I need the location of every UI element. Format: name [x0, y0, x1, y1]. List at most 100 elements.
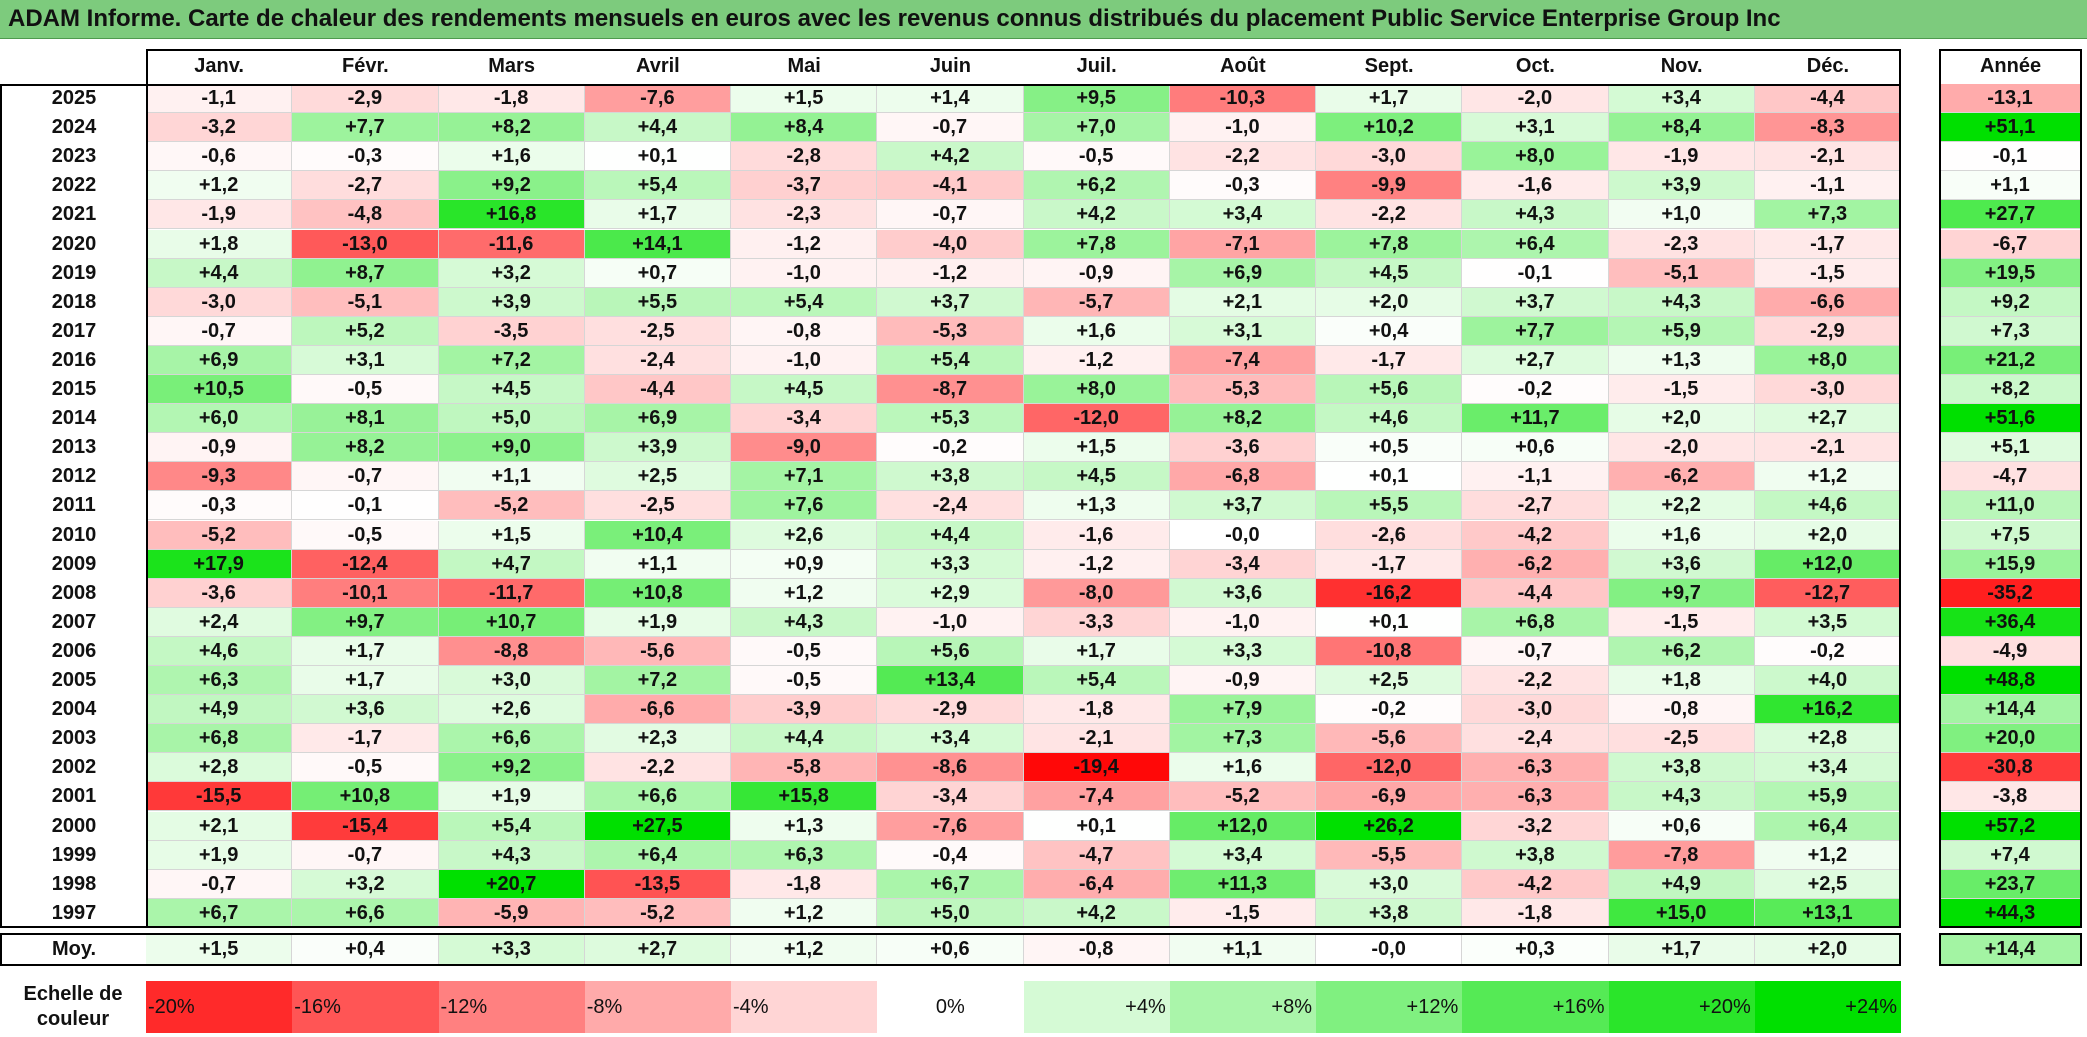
annual-cell: +8,2 — [1939, 375, 2082, 405]
heatmap-cell: +1,2 — [146, 171, 293, 201]
heatmap-cell: +3,6 — [292, 695, 439, 725]
heatmap-cell: +4,3 — [1608, 287, 1755, 317]
year-label: 1997 — [51, 901, 97, 924]
heatmap-cell: +2,0 — [1316, 287, 1463, 317]
annual-cell: +11,0 — [1939, 491, 2082, 521]
heatmap-cell: +4,7 — [438, 549, 585, 579]
average-cell: +0,6 — [877, 934, 1024, 965]
heatmap-cell: -0,7 — [292, 840, 439, 870]
heatmap-cell: -7,4 — [1169, 345, 1316, 375]
heatmap-cell: +7,8 — [1316, 229, 1463, 259]
heatmap-cell: -10,1 — [292, 578, 439, 608]
year-label: 2015 — [51, 378, 97, 400]
heatmap-cell: -0,7 — [146, 316, 293, 346]
heatmap-cell: +26,2 — [1316, 811, 1463, 841]
legend-stop: -12% — [438, 981, 585, 1033]
month-header: Juin — [929, 55, 971, 77]
heatmap-cell: -1,6 — [1023, 520, 1170, 550]
heatmap-cell: -8,3 — [1754, 113, 1901, 143]
heatmap-cell: +2,9 — [877, 578, 1024, 608]
heatmap-cell: -1,0 — [877, 607, 1024, 637]
heatmap-cell: +4,4 — [146, 258, 293, 288]
heatmap-cell: +4,5 — [1316, 258, 1463, 288]
month-header: Oct. — [1515, 55, 1555, 77]
heatmap-cell: -12,0 — [1316, 753, 1463, 783]
heatmap-cell: +1,5 — [731, 84, 878, 114]
year-label: 2006 — [51, 639, 97, 662]
heatmap-cell: -2,4 — [877, 491, 1024, 521]
heatmap-cell: +4,4 — [584, 113, 731, 143]
heatmap-cell: +1,7 — [584, 200, 731, 230]
heatmap-cell: +5,5 — [584, 287, 731, 317]
heatmap-cell: +3,6 — [1169, 578, 1316, 608]
heatmap-cell: +3,4 — [1169, 840, 1316, 870]
month-header: Nov. — [1660, 55, 1703, 77]
year-label: 2019 — [51, 261, 97, 284]
heatmap-cell: +7,7 — [292, 113, 439, 143]
heatmap-cell: -10,3 — [1169, 84, 1316, 114]
heatmap-cell: +6,8 — [146, 724, 293, 754]
legend-stop: +12% — [1316, 981, 1463, 1033]
heatmap-cell: +4,9 — [1608, 869, 1755, 899]
heatmap-cell: -5,8 — [731, 753, 878, 783]
heatmap-cell: +3,1 — [1169, 316, 1316, 346]
heatmap-cell: +2,5 — [584, 462, 731, 492]
heatmap-cell: +3,9 — [584, 433, 731, 463]
heatmap-cell: -4,2 — [1462, 869, 1609, 899]
heatmap-cell: -15,4 — [292, 811, 439, 841]
heatmap-cell: -0,2 — [1462, 375, 1609, 405]
heatmap-cell: -4,8 — [292, 200, 439, 230]
heatmap-cell: -4,2 — [1462, 520, 1609, 550]
heatmap-cell: +2,6 — [731, 520, 878, 550]
heatmap-cell: -2,2 — [584, 753, 731, 783]
heatmap-cell: -5,2 — [1169, 782, 1316, 812]
heatmap-cell: +14,1 — [584, 229, 731, 259]
heatmap-cell: +3,8 — [1608, 753, 1755, 783]
heatmap-cell: +11,7 — [1462, 404, 1609, 434]
month-header: Mai — [787, 55, 821, 77]
heatmap-cell: -1,7 — [1316, 345, 1463, 375]
heatmap-cell: -0,1 — [292, 491, 439, 521]
heatmap-cell: -1,0 — [731, 258, 878, 288]
annual-cell: +20,0 — [1939, 724, 2082, 754]
year-label: 2010 — [51, 523, 97, 546]
heatmap-cell: +7,8 — [1023, 229, 1170, 259]
month-header: Janv. — [194, 55, 244, 77]
heatmap-cell: +2,7 — [1462, 345, 1609, 375]
heatmap-cell: -6,2 — [1462, 549, 1609, 579]
heatmap-cell: -1,8 — [438, 84, 585, 114]
heatmap-cell: -2,9 — [877, 695, 1024, 725]
heatmap-cell: -0,7 — [1462, 636, 1609, 666]
heatmap-cell: +2,4 — [146, 607, 293, 637]
heatmap-cell: -1,5 — [1169, 898, 1316, 928]
year-label: 1999 — [51, 843, 97, 866]
year-label: 2017 — [51, 319, 97, 342]
month-header: Déc. — [1806, 55, 1849, 77]
heatmap-cell: -0,5 — [1023, 142, 1170, 172]
heatmap-cell: +0,1 — [1316, 607, 1463, 637]
heatmap-cell: +6,4 — [584, 840, 731, 870]
heatmap-cell: -3,4 — [877, 782, 1024, 812]
heatmap-cell: -5,1 — [1608, 258, 1755, 288]
annual-cell: -6,7 — [1939, 229, 2082, 259]
heatmap-cell: +4,2 — [877, 142, 1024, 172]
heatmap-cell: +8,0 — [1462, 142, 1609, 172]
heatmap-cell: +6,7 — [146, 898, 293, 928]
legend-stop: 0% — [877, 981, 1024, 1033]
heatmap-cell: +1,7 — [292, 636, 439, 666]
heatmap-cell: -3,0 — [1316, 142, 1463, 172]
heatmap-cell: -0,5 — [731, 636, 878, 666]
heatmap-cell: +5,4 — [438, 811, 585, 841]
annual-cell: +9,2 — [1939, 287, 2082, 317]
heatmap-cell: -15,5 — [146, 782, 293, 812]
heatmap-cell: -1,1 — [146, 84, 293, 114]
heatmap-cell: +0,6 — [1462, 433, 1609, 463]
heatmap-cell: +1,0 — [1608, 200, 1755, 230]
heatmap-cell: -5,2 — [584, 898, 731, 928]
heatmap-cell: +2,6 — [438, 695, 585, 725]
heatmap-cell: -3,0 — [1462, 695, 1609, 725]
heatmap-cell: -8,0 — [1023, 578, 1170, 608]
heatmap-cell: -2,5 — [1608, 724, 1755, 754]
heatmap-cell: +6,4 — [1462, 229, 1609, 259]
heatmap-cell: +2,2 — [1608, 491, 1755, 521]
